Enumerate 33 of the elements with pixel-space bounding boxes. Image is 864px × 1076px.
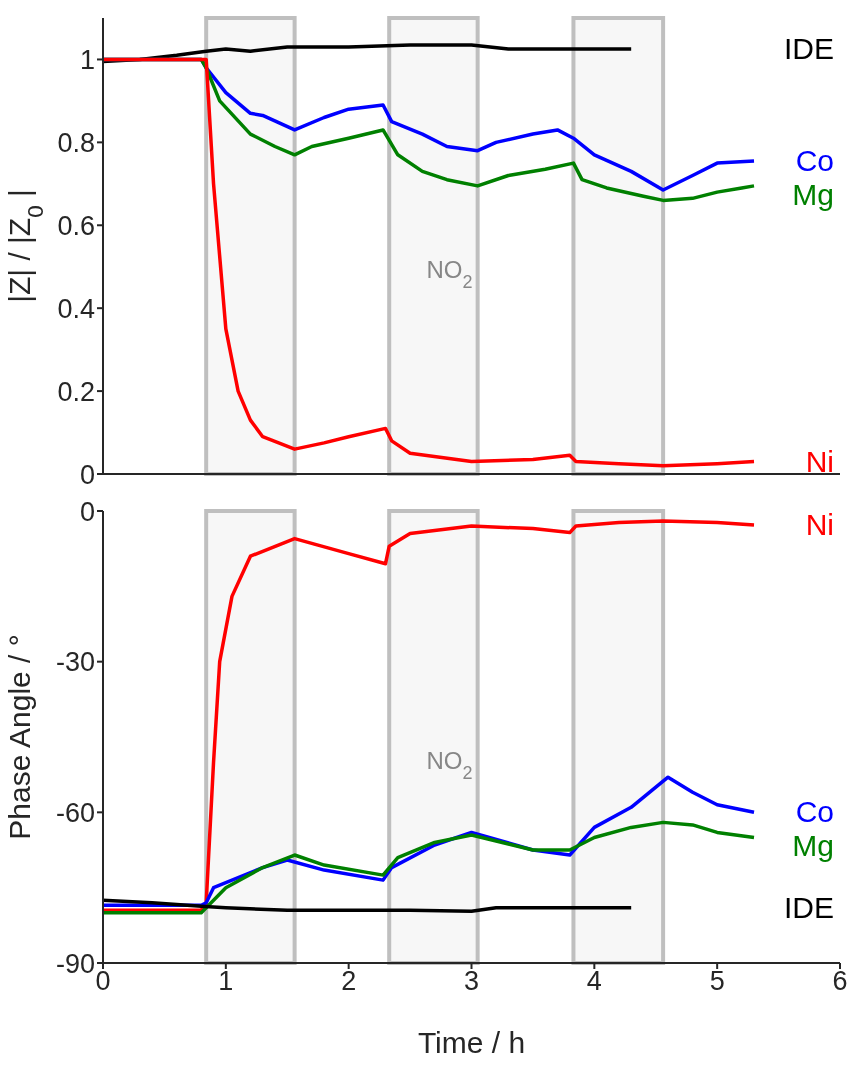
annotation: NO$_{2}$: [426, 255, 473, 292]
y-tick-label: 0: [79, 496, 95, 527]
y-tick-label: 0.6: [57, 210, 95, 241]
text: IDE: [783, 32, 834, 66]
x-tick-label: 1: [218, 966, 234, 997]
y-tick-label: 0.2: [57, 376, 95, 407]
line-series: [103, 43, 633, 64]
y-tick-label: 1: [79, 45, 95, 76]
series-label: Co: [795, 795, 834, 829]
series-label: Mg: [792, 829, 834, 863]
y-tick-label: -90: [55, 948, 95, 979]
x-tick-label: 6: [832, 966, 848, 997]
text: IDE: [783, 890, 834, 924]
x-axis-title: Time / h: [417, 1026, 526, 1059]
annotation: NO$_{2}$: [426, 746, 473, 783]
series-label: Ni: [805, 508, 834, 542]
series-label: Co: [795, 144, 834, 178]
y-tick-label: -60: [55, 797, 95, 828]
y-tick-label: 0.4: [57, 293, 95, 324]
y-tick-label: -30: [55, 647, 95, 678]
line-series: [103, 57, 756, 468]
x-tick-label: 5: [709, 966, 725, 997]
series-label: Mg: [792, 178, 834, 212]
line-series: [103, 519, 756, 913]
line-series: [103, 898, 633, 914]
y-tick-label: 0.8: [57, 127, 95, 158]
y-axis-title: Phase Angle / °: [3, 634, 36, 840]
y-tick-label: 0: [79, 459, 95, 490]
x-tick-label: 4: [586, 966, 602, 997]
series-label: Ni: [805, 444, 834, 478]
line-series: [103, 820, 756, 915]
x-tick-label: 3: [463, 966, 480, 997]
x-tick-label: 2: [341, 966, 357, 997]
